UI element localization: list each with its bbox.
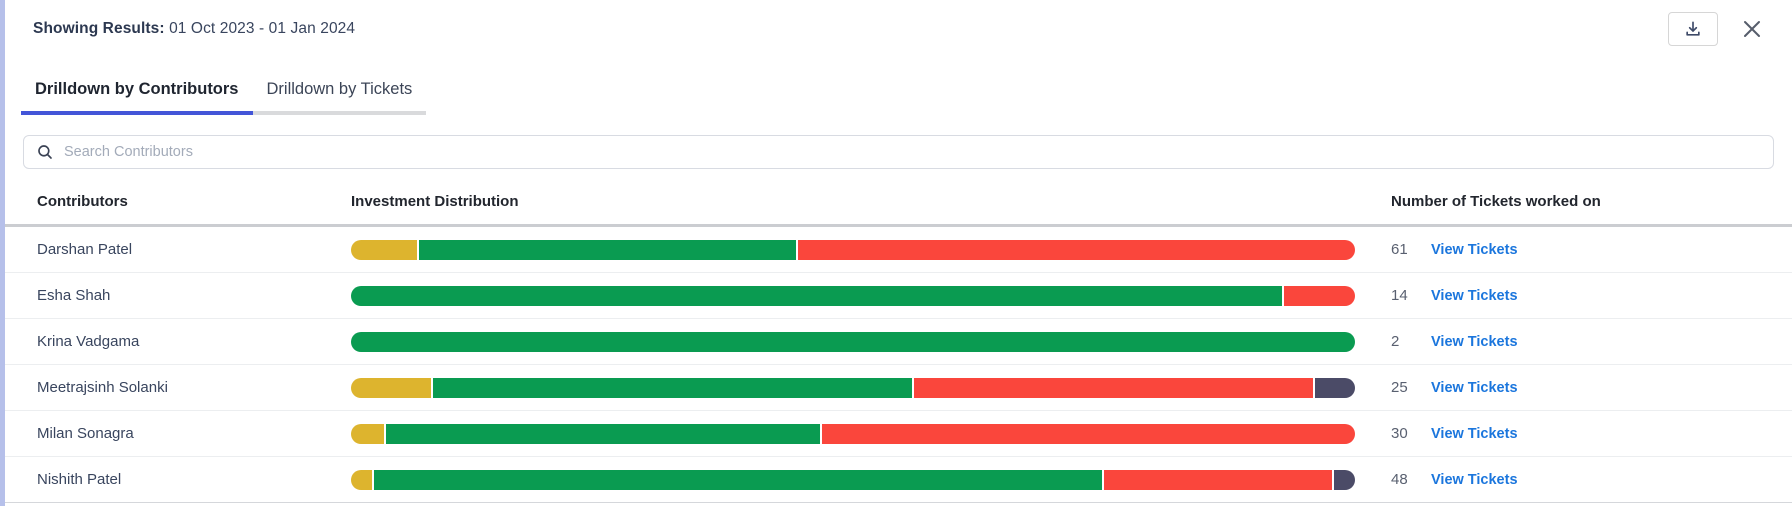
tickets-cell: 48 View Tickets [1391, 471, 1792, 488]
ticket-count: 61 [1391, 241, 1408, 258]
bar-segment-dark [1334, 469, 1355, 490]
contributor-name: Esha Shah [37, 287, 111, 304]
column-header-contributors: Contributors [37, 193, 128, 210]
view-tickets-link[interactable]: View Tickets [1431, 425, 1518, 442]
view-tickets-link[interactable]: View Tickets [1431, 379, 1518, 396]
investment-distribution-cell [351, 423, 1391, 444]
bar-segment-green [432, 377, 912, 398]
table-body: Darshan Patel 61 View Tickets Esha Shah … [5, 227, 1792, 503]
toolbar-actions [1668, 12, 1766, 46]
search-icon [36, 143, 54, 161]
bar-segment-yellow [351, 423, 384, 444]
investment-distribution-bar [351, 377, 1356, 398]
bar-segment-dark [1315, 377, 1356, 398]
bar-segment-yellow [351, 239, 417, 260]
showing-results-label: Showing Results: [33, 20, 165, 37]
bar-segment-red [913, 377, 1314, 398]
ticket-count: 48 [1391, 471, 1408, 488]
bar-segment-green [351, 331, 1355, 352]
column-header-number-of-tickets: Number of Tickets worked on [1391, 193, 1601, 210]
ticket-count: 14 [1391, 287, 1408, 304]
tab-bar: Drilldown by Contributors Drilldown by T… [21, 70, 1792, 115]
tickets-cell: 14 View Tickets [1391, 287, 1792, 304]
bar-segment-red [798, 239, 1355, 260]
bar-segment-red [1283, 285, 1355, 306]
investment-distribution-bar [351, 331, 1355, 352]
table-row: Nishith Patel 48 View Tickets [5, 457, 1792, 503]
bar-segment-green [351, 285, 1282, 306]
investment-distribution-cell [351, 331, 1391, 352]
ticket-count: 30 [1391, 425, 1408, 442]
tickets-cell: 2 View Tickets [1391, 333, 1792, 350]
contributor-name: Darshan Patel [37, 241, 133, 258]
bar-segment-red [1103, 469, 1333, 490]
investment-distribution-bar [351, 469, 1355, 490]
download-icon [1683, 19, 1703, 39]
investment-distribution-bar [351, 423, 1355, 444]
bar-segment-yellow [351, 469, 372, 490]
bar-segment-yellow [351, 377, 431, 398]
investment-distribution-cell [351, 377, 1391, 398]
tickets-cell: 30 View Tickets [1391, 425, 1792, 442]
search-input[interactable] [64, 144, 1761, 160]
showing-results: Showing Results: 01 Oct 2023 - 01 Jan 20… [33, 12, 355, 38]
download-button[interactable] [1668, 12, 1718, 46]
ticket-count: 2 [1391, 333, 1400, 350]
investment-distribution-bar [351, 285, 1355, 306]
tickets-cell: 61 View Tickets [1391, 241, 1792, 258]
investment-distribution-cell [351, 285, 1391, 306]
bar-segment-green [386, 423, 820, 444]
bar-segment-green [373, 469, 1102, 490]
table-row: Meetrajsinh Solanki 25 View Tickets [5, 365, 1792, 411]
table-row: Milan Sonagra 30 View Tickets [5, 411, 1792, 457]
bar-segment-red [822, 423, 1355, 444]
table-row: Krina Vadgama 2 View Tickets [5, 319, 1792, 365]
view-tickets-link[interactable]: View Tickets [1431, 241, 1518, 258]
ticket-count: 25 [1391, 379, 1408, 396]
close-button[interactable] [1738, 15, 1766, 43]
view-tickets-link[interactable]: View Tickets [1431, 471, 1518, 488]
investment-distribution-cell [351, 239, 1391, 260]
table-header: Contributors Investment Distribution Num… [5, 169, 1792, 227]
contributor-name: Krina Vadgama [37, 333, 140, 350]
investment-distribution-bar [351, 239, 1355, 260]
table-row: Esha Shah 14 View Tickets [5, 273, 1792, 319]
table-row: Darshan Patel 61 View Tickets [5, 227, 1792, 273]
investment-distribution-cell [351, 469, 1391, 490]
search-box[interactable] [23, 135, 1774, 169]
top-bar: Showing Results: 01 Oct 2023 - 01 Jan 20… [5, 0, 1792, 46]
contributor-name: Milan Sonagra [37, 425, 134, 442]
view-tickets-link[interactable]: View Tickets [1431, 333, 1518, 350]
tab-drilldown-by-contributors[interactable]: Drilldown by Contributors [21, 70, 253, 115]
showing-results-value: 01 Oct 2023 - 01 Jan 2024 [169, 20, 356, 37]
close-icon [1740, 17, 1764, 41]
column-header-investment-distribution: Investment Distribution [351, 193, 519, 210]
contributor-name: Nishith Patel [37, 471, 122, 488]
search-section [5, 115, 1792, 169]
contributor-name: Meetrajsinh Solanki [37, 379, 168, 396]
tickets-cell: 25 View Tickets [1391, 379, 1792, 396]
view-tickets-link[interactable]: View Tickets [1431, 287, 1518, 304]
tab-drilldown-by-tickets[interactable]: Drilldown by Tickets [252, 70, 427, 115]
bar-segment-green [419, 239, 796, 260]
